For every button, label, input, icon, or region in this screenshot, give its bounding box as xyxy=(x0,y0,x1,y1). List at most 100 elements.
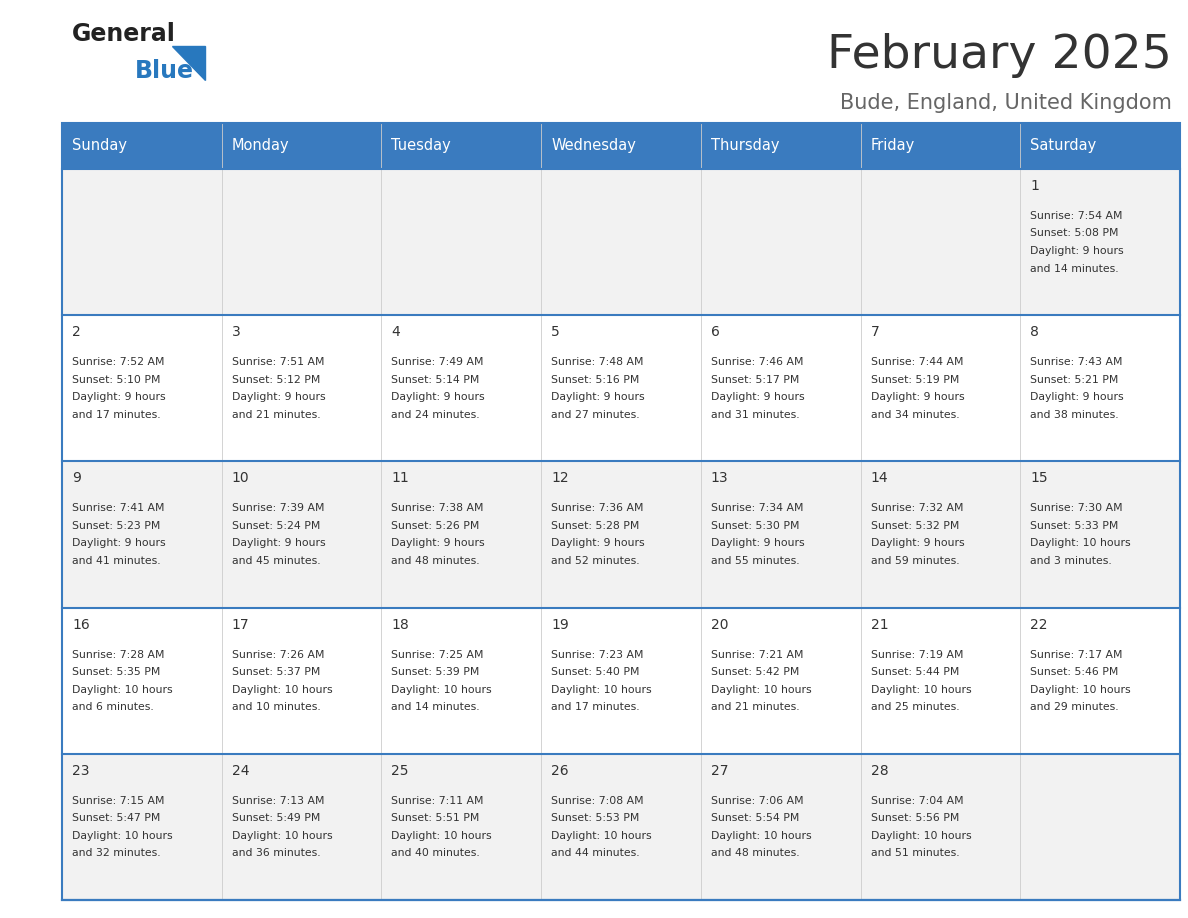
Text: and 48 minutes.: and 48 minutes. xyxy=(391,556,480,565)
Bar xyxy=(381,123,542,169)
Text: 16: 16 xyxy=(72,618,90,632)
Text: Sunday: Sunday xyxy=(72,139,127,153)
Text: Tuesday: Tuesday xyxy=(391,139,451,153)
Text: and 21 minutes.: and 21 minutes. xyxy=(232,409,321,420)
Text: Sunrise: 7:25 AM: Sunrise: 7:25 AM xyxy=(391,650,484,660)
Text: Sunset: 5:30 PM: Sunset: 5:30 PM xyxy=(710,521,800,531)
Text: and 59 minutes.: and 59 minutes. xyxy=(871,556,959,565)
Bar xyxy=(860,123,1020,169)
Bar xyxy=(1020,315,1180,462)
Bar xyxy=(381,608,542,754)
Text: 26: 26 xyxy=(551,764,569,778)
Text: Sunset: 5:10 PM: Sunset: 5:10 PM xyxy=(72,375,160,385)
Text: and 51 minutes.: and 51 minutes. xyxy=(871,848,959,858)
Text: Daylight: 9 hours: Daylight: 9 hours xyxy=(871,538,965,548)
Text: Wednesday: Wednesday xyxy=(551,139,636,153)
Text: and 14 minutes.: and 14 minutes. xyxy=(391,702,480,712)
Text: Sunset: 5:19 PM: Sunset: 5:19 PM xyxy=(871,375,959,385)
Text: Sunrise: 7:38 AM: Sunrise: 7:38 AM xyxy=(391,503,484,513)
Text: Sunrise: 7:21 AM: Sunrise: 7:21 AM xyxy=(710,650,803,660)
Text: and 14 minutes.: and 14 minutes. xyxy=(1030,263,1119,274)
Text: Daylight: 9 hours: Daylight: 9 hours xyxy=(232,392,326,402)
Text: Sunrise: 7:44 AM: Sunrise: 7:44 AM xyxy=(871,357,963,367)
Text: Sunrise: 7:39 AM: Sunrise: 7:39 AM xyxy=(232,503,324,513)
Text: and 34 minutes.: and 34 minutes. xyxy=(871,409,959,420)
Bar xyxy=(62,169,222,315)
Text: Sunrise: 7:43 AM: Sunrise: 7:43 AM xyxy=(1030,357,1123,367)
Text: Daylight: 10 hours: Daylight: 10 hours xyxy=(871,831,972,841)
Text: 28: 28 xyxy=(871,764,889,778)
Text: Sunrise: 7:11 AM: Sunrise: 7:11 AM xyxy=(391,796,484,806)
Text: Sunrise: 7:32 AM: Sunrise: 7:32 AM xyxy=(871,503,963,513)
Text: Sunset: 5:12 PM: Sunset: 5:12 PM xyxy=(232,375,320,385)
Bar xyxy=(701,462,860,608)
Text: Sunrise: 7:34 AM: Sunrise: 7:34 AM xyxy=(710,503,803,513)
Text: Sunset: 5:42 PM: Sunset: 5:42 PM xyxy=(710,667,800,677)
Text: Daylight: 9 hours: Daylight: 9 hours xyxy=(551,538,645,548)
Text: Sunrise: 7:08 AM: Sunrise: 7:08 AM xyxy=(551,796,644,806)
Bar xyxy=(222,123,381,169)
Text: Sunrise: 7:51 AM: Sunrise: 7:51 AM xyxy=(232,357,324,367)
Text: Daylight: 9 hours: Daylight: 9 hours xyxy=(391,538,485,548)
Text: Sunset: 5:33 PM: Sunset: 5:33 PM xyxy=(1030,521,1119,531)
Bar xyxy=(62,462,222,608)
Text: Daylight: 10 hours: Daylight: 10 hours xyxy=(1030,538,1131,548)
Text: 14: 14 xyxy=(871,472,889,486)
Polygon shape xyxy=(172,46,206,80)
Bar xyxy=(542,169,701,315)
Text: Friday: Friday xyxy=(871,139,915,153)
Text: 1: 1 xyxy=(1030,179,1040,193)
Text: Blue: Blue xyxy=(135,59,194,83)
Text: Daylight: 10 hours: Daylight: 10 hours xyxy=(72,685,172,695)
Text: and 45 minutes.: and 45 minutes. xyxy=(232,556,321,565)
Text: Thursday: Thursday xyxy=(710,139,779,153)
Text: and 32 minutes.: and 32 minutes. xyxy=(72,848,160,858)
Text: Sunset: 5:37 PM: Sunset: 5:37 PM xyxy=(232,667,320,677)
Text: Saturday: Saturday xyxy=(1030,139,1097,153)
Text: 12: 12 xyxy=(551,472,569,486)
Bar xyxy=(701,315,860,462)
Text: Sunset: 5:26 PM: Sunset: 5:26 PM xyxy=(391,521,480,531)
Text: Sunset: 5:44 PM: Sunset: 5:44 PM xyxy=(871,667,959,677)
Text: and 21 minutes.: and 21 minutes. xyxy=(710,702,800,712)
Text: Sunset: 5:14 PM: Sunset: 5:14 PM xyxy=(391,375,480,385)
Bar xyxy=(542,462,701,608)
Text: Daylight: 10 hours: Daylight: 10 hours xyxy=(72,831,172,841)
Bar xyxy=(542,608,701,754)
Text: and 6 minutes.: and 6 minutes. xyxy=(72,702,153,712)
Bar xyxy=(542,754,701,900)
Text: Sunrise: 7:52 AM: Sunrise: 7:52 AM xyxy=(72,357,164,367)
Text: Sunset: 5:21 PM: Sunset: 5:21 PM xyxy=(1030,375,1119,385)
Text: and 17 minutes.: and 17 minutes. xyxy=(72,409,160,420)
Bar xyxy=(62,754,222,900)
Text: Daylight: 10 hours: Daylight: 10 hours xyxy=(871,685,972,695)
Text: Sunrise: 7:23 AM: Sunrise: 7:23 AM xyxy=(551,650,644,660)
Text: 13: 13 xyxy=(710,472,728,486)
Text: Sunrise: 7:46 AM: Sunrise: 7:46 AM xyxy=(710,357,803,367)
Text: Daylight: 10 hours: Daylight: 10 hours xyxy=(1030,685,1131,695)
Text: 8: 8 xyxy=(1030,325,1040,339)
Text: 21: 21 xyxy=(871,618,889,632)
Bar xyxy=(542,315,701,462)
Bar xyxy=(701,169,860,315)
Text: Sunset: 5:08 PM: Sunset: 5:08 PM xyxy=(1030,229,1119,239)
Text: Sunset: 5:46 PM: Sunset: 5:46 PM xyxy=(1030,667,1119,677)
Text: and 38 minutes.: and 38 minutes. xyxy=(1030,409,1119,420)
Text: 2: 2 xyxy=(72,325,81,339)
Bar xyxy=(222,608,381,754)
Text: 4: 4 xyxy=(391,325,400,339)
Text: Daylight: 9 hours: Daylight: 9 hours xyxy=(1030,392,1124,402)
Text: Daylight: 9 hours: Daylight: 9 hours xyxy=(391,392,485,402)
Bar xyxy=(222,169,381,315)
Text: 9: 9 xyxy=(72,472,81,486)
Bar xyxy=(542,123,701,169)
Bar xyxy=(62,123,1180,900)
Text: Monday: Monday xyxy=(232,139,290,153)
Text: Sunset: 5:47 PM: Sunset: 5:47 PM xyxy=(72,813,160,823)
Text: and 48 minutes.: and 48 minutes. xyxy=(710,848,800,858)
Text: 22: 22 xyxy=(1030,618,1048,632)
Text: and 52 minutes.: and 52 minutes. xyxy=(551,556,640,565)
Text: Daylight: 10 hours: Daylight: 10 hours xyxy=(391,831,492,841)
Text: Sunset: 5:54 PM: Sunset: 5:54 PM xyxy=(710,813,800,823)
Bar xyxy=(701,754,860,900)
